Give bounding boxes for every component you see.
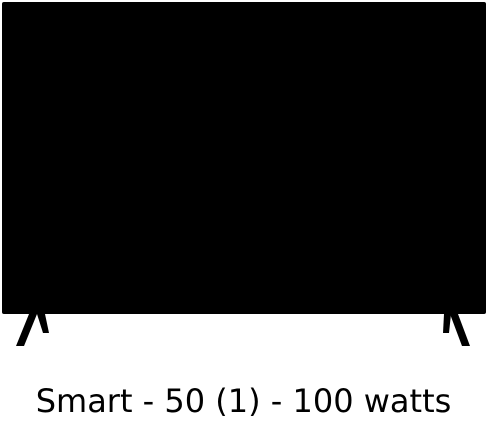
tv-caption: Smart - 50 (1) - 100 watts bbox=[35, 382, 452, 420]
tv-left-leg-back bbox=[37, 314, 49, 333]
tv-icon bbox=[2, 2, 486, 346]
tv-screen bbox=[2, 2, 486, 314]
tv-left-leg bbox=[16, 314, 37, 346]
tv-right-leg-back bbox=[443, 314, 451, 333]
tv-right-leg bbox=[450, 314, 470, 346]
